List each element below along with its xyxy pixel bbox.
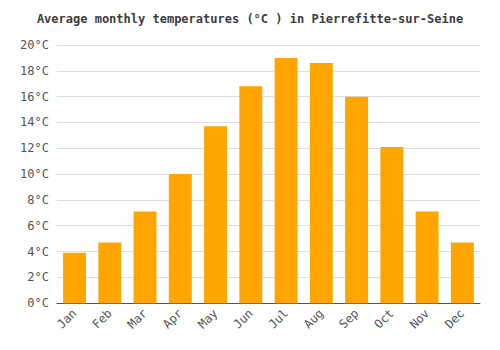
svg-text:May: May xyxy=(195,306,220,331)
svg-text:Apr: Apr xyxy=(160,306,185,331)
svg-text:Nov: Nov xyxy=(407,306,432,331)
svg-text:Oct: Oct xyxy=(372,306,397,331)
svg-text:Jul: Jul xyxy=(266,306,291,331)
svg-text:10°C: 10°C xyxy=(20,167,49,181)
svg-text:Jan: Jan xyxy=(54,306,79,331)
svg-text:14°C: 14°C xyxy=(20,115,49,129)
svg-text:Sep: Sep xyxy=(336,306,361,331)
svg-text:Feb: Feb xyxy=(90,306,115,331)
svg-text:16°C: 16°C xyxy=(20,90,49,104)
svg-text:Mar: Mar xyxy=(125,306,150,331)
svg-text:18°C: 18°C xyxy=(20,64,49,78)
svg-text:Aug: Aug xyxy=(301,306,326,331)
svg-text:Average monthly temperatures (: Average monthly temperatures (°C ) in Pi… xyxy=(37,12,463,26)
svg-text:6°C: 6°C xyxy=(27,219,49,233)
svg-text:Dec: Dec xyxy=(442,306,467,331)
svg-text:0°C: 0°C xyxy=(27,296,49,310)
svg-text:20°C: 20°C xyxy=(20,38,49,52)
svg-text:4°C: 4°C xyxy=(27,245,49,259)
svg-text:12°C: 12°C xyxy=(20,141,49,155)
svg-text:2°C: 2°C xyxy=(27,270,49,284)
svg-text:8°C: 8°C xyxy=(27,193,49,207)
svg-text:Jun: Jun xyxy=(231,306,256,331)
